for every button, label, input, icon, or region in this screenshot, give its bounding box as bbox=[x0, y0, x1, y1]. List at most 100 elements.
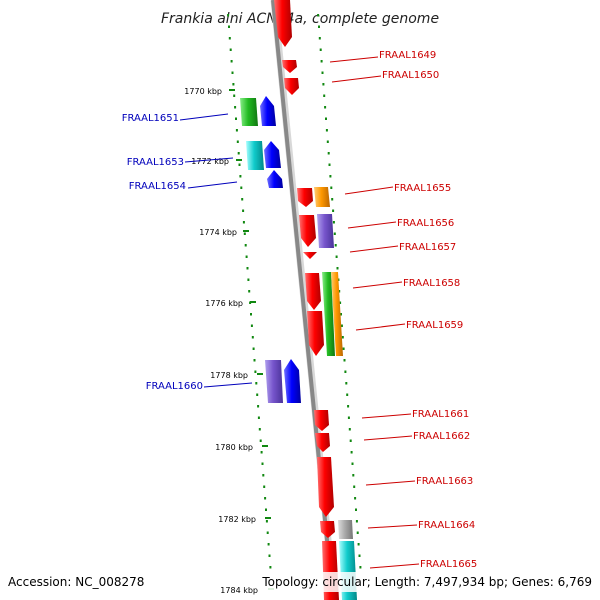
gene-label-1651[interactable]: FRAAL1651 bbox=[122, 113, 229, 124]
guide-dot bbox=[267, 543, 270, 546]
guide-dot bbox=[240, 186, 243, 189]
gene-label-1655[interactable]: FRAAL1655 bbox=[344, 183, 451, 195]
gene-label-text: FRAAL1653 bbox=[127, 157, 184, 168]
guide-dot bbox=[327, 152, 330, 155]
gene-1661[interactable] bbox=[314, 410, 329, 431]
gene-label-1657[interactable]: FRAAL1657 bbox=[349, 242, 456, 253]
guide-dot bbox=[320, 60, 323, 63]
tick-label: 1778 kbp bbox=[210, 371, 248, 380]
tick-label: 1772 kbp bbox=[191, 157, 229, 166]
gene-label-1649[interactable]: FRAAL1649 bbox=[329, 50, 436, 63]
guide-dot bbox=[347, 405, 350, 408]
gene-1660-b[interactable] bbox=[284, 359, 301, 403]
gene-1656-a[interactable] bbox=[299, 215, 316, 247]
accession-text: Accession: NC_008278 bbox=[8, 575, 144, 589]
guide-dot bbox=[331, 198, 334, 201]
guide-dot bbox=[235, 129, 238, 132]
guide-dot bbox=[339, 301, 342, 304]
guide-dot bbox=[231, 71, 234, 74]
guide-dot bbox=[244, 244, 247, 247]
tick-label: 1774 kbp bbox=[199, 228, 237, 237]
guide-dot bbox=[358, 554, 361, 557]
guide-dot bbox=[343, 359, 346, 362]
gene-1658-b[interactable] bbox=[322, 272, 335, 356]
gene-label-1656[interactable]: FRAAL1656 bbox=[347, 218, 454, 229]
gene-1649-a[interactable] bbox=[274, 0, 292, 47]
guide-dot bbox=[318, 37, 321, 40]
guide-dot bbox=[251, 336, 254, 339]
guide-dot bbox=[263, 485, 266, 488]
gene-label-1658[interactable]: FRAAL1658 bbox=[352, 278, 460, 289]
tick-label: 1776 kbp bbox=[205, 299, 243, 308]
gene-1651-a[interactable] bbox=[240, 98, 258, 126]
guide-dot bbox=[332, 221, 335, 224]
tick-label: 1782 kbp bbox=[218, 515, 256, 524]
gene-label-1661[interactable]: FRAAL1661 bbox=[361, 409, 469, 420]
tick-label: 1770 kbp bbox=[184, 87, 222, 96]
gene-1657[interactable] bbox=[303, 252, 317, 259]
guide-dot bbox=[227, 14, 230, 17]
gene-1658-a[interactable] bbox=[305, 273, 321, 310]
guide-dot bbox=[355, 520, 358, 523]
gene-label-1665[interactable]: FRAAL1665 bbox=[369, 559, 477, 570]
tick-1772: 1772 kbp bbox=[191, 157, 242, 166]
guide-dot bbox=[232, 83, 235, 86]
guide-dot bbox=[258, 428, 261, 431]
gene-1651-b[interactable] bbox=[260, 96, 276, 126]
guide-dot bbox=[351, 462, 354, 465]
guide-dot bbox=[326, 140, 329, 143]
gene-1659-b[interactable] bbox=[307, 311, 324, 356]
gene-label-1662[interactable]: FRAAL1662 bbox=[363, 431, 470, 442]
gene-1659-a[interactable] bbox=[331, 272, 343, 356]
gene-label-text: FRAAL1661 bbox=[412, 409, 469, 420]
gene-1653-b[interactable] bbox=[264, 141, 281, 168]
gene-label-text: FRAAL1659 bbox=[406, 320, 463, 331]
gene-1664-b[interactable] bbox=[338, 520, 353, 539]
tick-1778: 1778 kbp bbox=[210, 371, 263, 380]
guide-dot bbox=[329, 175, 332, 178]
guide-dot bbox=[254, 370, 257, 373]
tick-1776: 1776 kbp bbox=[205, 299, 256, 308]
guide-dot bbox=[256, 393, 259, 396]
gene-label-text: FRAAL1649 bbox=[379, 50, 436, 61]
gene-label-text: FRAAL1662 bbox=[413, 431, 470, 442]
gene-1655-b[interactable] bbox=[314, 187, 330, 207]
gene-label-1653[interactable]: FRAAL1653 bbox=[127, 157, 234, 168]
gene-label-1650[interactable]: FRAAL1650 bbox=[331, 70, 439, 83]
guide-dot bbox=[324, 106, 327, 109]
gene-1650[interactable] bbox=[284, 78, 299, 95]
gene-1655-a[interactable] bbox=[297, 188, 313, 207]
guide-dot bbox=[328, 163, 331, 166]
gene-labels: FRAAL1649 FRAAL1650 FRAAL1651 FRAAL1653 … bbox=[122, 50, 478, 570]
gene-1649-b[interactable] bbox=[282, 60, 297, 73]
gene-label-1660[interactable]: FRAAL1660 bbox=[146, 381, 253, 392]
gene-label-1664[interactable]: FRAAL1664 bbox=[367, 520, 475, 531]
gene-1664-a[interactable] bbox=[320, 521, 335, 538]
gene-1656-b[interactable] bbox=[317, 214, 334, 248]
gene-1653-a[interactable] bbox=[246, 141, 264, 170]
gene-1663[interactable] bbox=[317, 457, 334, 517]
tick-1774: 1774 kbp bbox=[199, 228, 249, 237]
gene-1662[interactable] bbox=[315, 433, 330, 452]
guide-dot bbox=[335, 255, 338, 258]
guide-dot bbox=[268, 554, 271, 557]
gene-label-1659[interactable]: FRAAL1659 bbox=[355, 320, 463, 331]
guide-dot bbox=[330, 186, 333, 189]
guide-dot bbox=[241, 198, 244, 201]
guide-dot bbox=[265, 508, 267, 511]
gene-label-1663[interactable]: FRAAL1663 bbox=[365, 476, 473, 487]
guide-dot bbox=[261, 462, 264, 465]
guide-dot bbox=[325, 129, 328, 132]
guide-dot bbox=[347, 416, 350, 419]
guide-dot bbox=[264, 497, 267, 500]
gene-label-text: FRAAL1660 bbox=[146, 381, 203, 392]
guide-dot bbox=[237, 152, 240, 155]
guide-dot bbox=[359, 566, 362, 569]
gene-1654[interactable] bbox=[267, 170, 283, 188]
gene-1660-a[interactable] bbox=[265, 360, 283, 403]
gene-label-1654[interactable]: FRAAL1654 bbox=[129, 181, 238, 192]
gene-label-text: FRAAL1663 bbox=[416, 476, 473, 487]
gene-label-text: FRAAL1650 bbox=[382, 70, 439, 81]
guide-dot bbox=[349, 439, 352, 442]
